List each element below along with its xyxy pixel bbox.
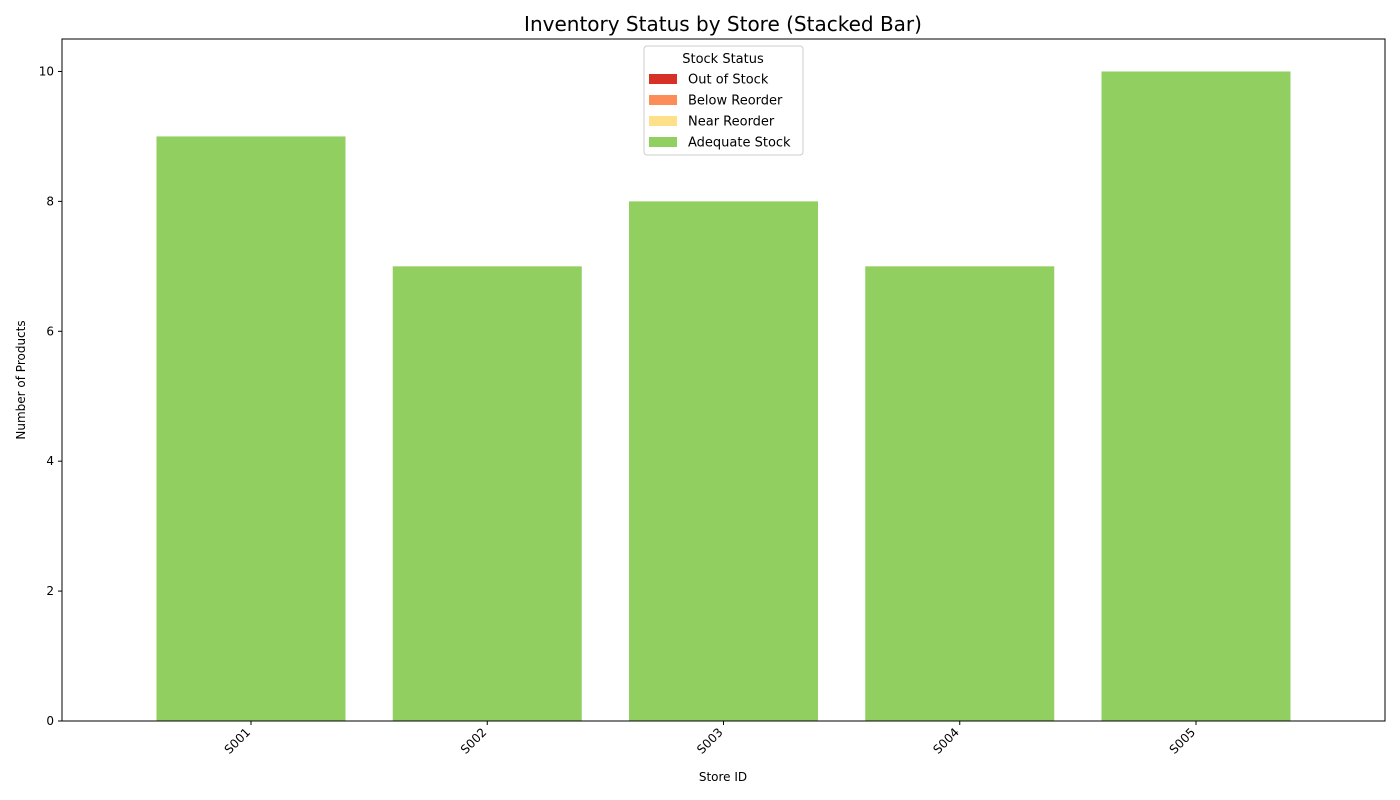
legend-swatch-1 [649,95,677,105]
x-axis: S001 S002 S003 S004 S005 [222,721,1198,757]
x-axis-label: Store ID [699,770,747,784]
bar-S004-series-3 [865,266,1055,721]
bar-S002-series-3 [392,266,582,721]
y-tick-label: 10 [39,64,54,78]
legend-swatch-3 [649,137,677,147]
legend-title: Stock Status [682,52,764,67]
chart-title: Inventory Status by Store (Stacked Bar) [524,12,922,36]
bar-S003-series-3 [629,201,818,721]
y-tick-label: 2 [46,584,54,598]
legend-label-3: Adequate Stock [688,136,791,151]
legend-swatch-2 [649,116,677,126]
legend-label-2: Near Reorder [688,115,775,130]
x-tick-label: S005 [1167,725,1198,756]
legend-label-1: Below Reorder [688,94,783,109]
legend-items: Out of Stock Below Reorder Near Reorder Ade… [649,73,791,151]
bar-S005-series-3 [1101,71,1291,721]
y-axis: 0 2 4 6 8 10 [39,64,62,728]
legend-frame [643,45,804,156]
x-tick-label: S001 [222,725,253,756]
y-tick-label: 8 [46,194,54,208]
x-tick-label: S004 [930,725,961,756]
y-tick-label: 6 [46,324,54,338]
bars-layer [156,71,1291,721]
x-tick-label: S003 [694,725,725,756]
legend-label-0: Out of Stock [688,73,769,88]
plot-frame [61,38,1386,722]
legend-swatch-0 [649,74,677,84]
y-tick-label: 4 [46,454,54,468]
y-tick-label: 0 [46,714,54,728]
bar-S001-series-3 [156,136,346,721]
x-tick-label: S002 [458,725,489,756]
legend: Stock Status Out of Stock Below Reorder Ne… [643,45,804,156]
y-axis-label: Number of Products [14,320,28,439]
